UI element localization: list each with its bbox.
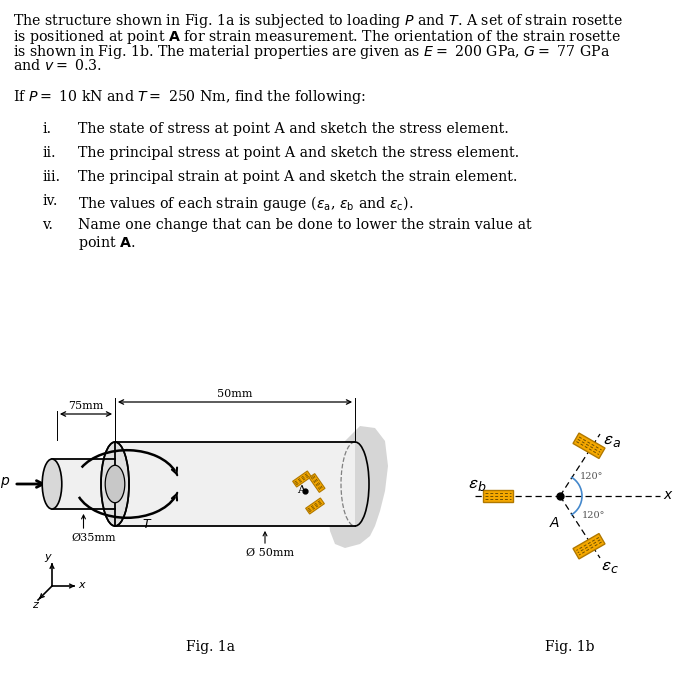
Text: 75mm: 75mm xyxy=(68,401,104,411)
Polygon shape xyxy=(306,498,324,514)
Text: iv.: iv. xyxy=(42,194,57,208)
Text: $\mathcal{\varepsilon}_c$: $\mathcal{\varepsilon}_c$ xyxy=(601,557,619,575)
Polygon shape xyxy=(293,471,311,487)
Ellipse shape xyxy=(105,465,125,503)
Text: v.: v. xyxy=(42,218,53,232)
Text: iii.: iii. xyxy=(42,170,60,184)
Polygon shape xyxy=(115,442,355,526)
Text: Ø35mm: Ø35mm xyxy=(72,533,116,543)
Text: The values of each strain gauge ($\varepsilon_\mathrm{a}$, $\varepsilon_\mathrm{: The values of each strain gauge ($\varep… xyxy=(78,194,413,213)
Text: is shown in Fig. 1b. The material properties are given as $E=$ 200 GPa, $G=$ 77 : is shown in Fig. 1b. The material proper… xyxy=(13,43,610,61)
Text: $p$: $p$ xyxy=(0,475,10,491)
Polygon shape xyxy=(483,490,513,502)
Text: Fig. 1b: Fig. 1b xyxy=(545,640,595,654)
Text: and $v=$ 0.3.: and $v=$ 0.3. xyxy=(13,59,102,74)
Text: 120°: 120° xyxy=(582,511,605,520)
Polygon shape xyxy=(328,426,388,548)
Polygon shape xyxy=(309,474,325,492)
Text: 50mm: 50mm xyxy=(217,389,253,399)
Text: $\mathcal{\varepsilon}_a$: $\mathcal{\varepsilon}_a$ xyxy=(603,431,621,449)
Text: Ø 50mm: Ø 50mm xyxy=(246,548,294,558)
Text: $y$: $y$ xyxy=(44,552,53,564)
Ellipse shape xyxy=(42,459,62,509)
Text: ii.: ii. xyxy=(42,146,56,160)
Text: If $P=$ 10 kN and $T=$ 250 Nm, find the following:: If $P=$ 10 kN and $T=$ 250 Nm, find the … xyxy=(13,88,366,106)
Text: 120°: 120° xyxy=(580,472,603,481)
Text: Fig. 1a: Fig. 1a xyxy=(185,640,234,654)
Text: Name one change that can be done to lower the strain value at: Name one change that can be done to lowe… xyxy=(78,218,532,232)
Text: $T$: $T$ xyxy=(142,518,153,531)
Text: The state of stress at point A and sketch the stress element.: The state of stress at point A and sketc… xyxy=(78,122,509,136)
Polygon shape xyxy=(52,459,115,509)
Polygon shape xyxy=(573,533,605,559)
Text: $\mathcal{\varepsilon}_b$: $\mathcal{\varepsilon}_b$ xyxy=(468,475,486,493)
Text: The structure shown in Fig. 1a is subjected to loading $P$ and $T$. A set of str: The structure shown in Fig. 1a is subjec… xyxy=(13,12,623,30)
Text: $z$: $z$ xyxy=(32,600,40,610)
Text: $A$: $A$ xyxy=(550,516,560,530)
Text: The principal stress at point A and sketch the stress element.: The principal stress at point A and sket… xyxy=(78,146,519,160)
Ellipse shape xyxy=(101,442,129,526)
Text: i.: i. xyxy=(42,122,51,136)
Text: point $\mathbf{A}$.: point $\mathbf{A}$. xyxy=(78,234,136,251)
Text: $x$: $x$ xyxy=(663,488,674,502)
Text: $x$: $x$ xyxy=(78,580,87,590)
Text: A: A xyxy=(297,485,305,495)
Text: is positioned at point $\mathbf{A}$ for strain measurement. The orientation of t: is positioned at point $\mathbf{A}$ for … xyxy=(13,28,621,45)
Polygon shape xyxy=(573,433,605,458)
Text: The principal strain at point A and sketch the strain element.: The principal strain at point A and sket… xyxy=(78,170,518,184)
